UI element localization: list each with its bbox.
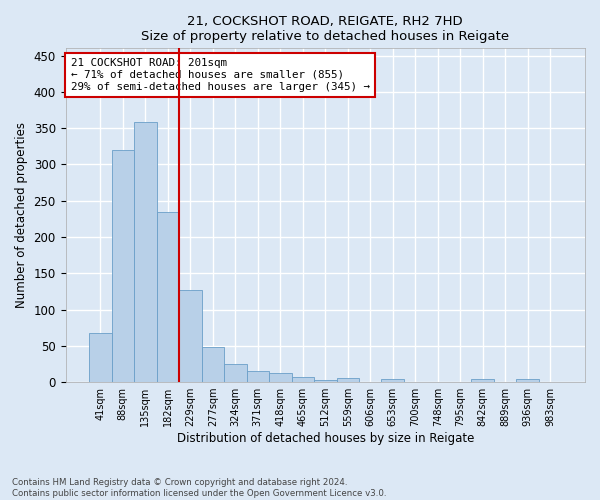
Text: 21 COCKSHOT ROAD: 201sqm
← 71% of detached houses are smaller (855)
29% of semi-: 21 COCKSHOT ROAD: 201sqm ← 71% of detach… [71, 58, 370, 92]
Bar [112, 150, 134, 382]
X-axis label: Distribution of detached houses by size in Reigate: Distribution of detached houses by size … [176, 432, 474, 445]
Y-axis label: Number of detached properties: Number of detached properties [15, 122, 28, 308]
Bar [134, 122, 157, 382]
Bar [89, 334, 112, 382]
Bar [382, 379, 404, 382]
Bar [179, 290, 202, 382]
Bar [292, 377, 314, 382]
Bar [269, 374, 292, 382]
Bar [202, 346, 224, 382]
Title: 21, COCKSHOT ROAD, REIGATE, RH2 7HD
Size of property relative to detached houses: 21, COCKSHOT ROAD, REIGATE, RH2 7HD Size… [141, 15, 509, 43]
Bar [224, 364, 247, 382]
Bar [472, 379, 494, 382]
Bar [247, 371, 269, 382]
Bar [517, 379, 539, 382]
Bar [157, 212, 179, 382]
Bar [314, 380, 337, 382]
Bar [337, 378, 359, 382]
Text: Contains HM Land Registry data © Crown copyright and database right 2024.
Contai: Contains HM Land Registry data © Crown c… [12, 478, 386, 498]
